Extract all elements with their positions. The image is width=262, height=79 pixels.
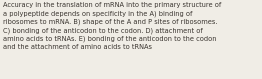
- Text: Accuracy in the translation of mRNA into the primary structure of
a polypeptide : Accuracy in the translation of mRNA into…: [3, 2, 221, 50]
